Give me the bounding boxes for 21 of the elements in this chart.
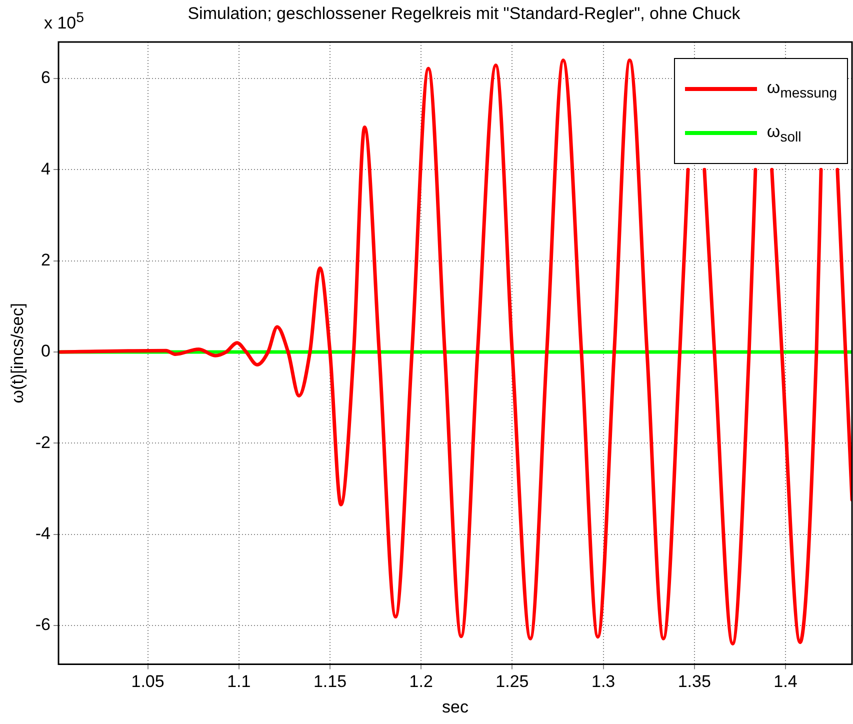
x-tick-label: 1.35 bbox=[678, 672, 711, 692]
x-tick-label: 1.2 bbox=[409, 672, 433, 692]
y-tick-label: 0 bbox=[41, 342, 51, 361]
chart-title: Simulation; geschlossener Regelkreis mit "Standard-Regler", ohne Chuck bbox=[188, 4, 740, 23]
y-axis-title: ω(t)[incs/sec] bbox=[8, 303, 27, 404]
y-tick-label: -2 bbox=[35, 432, 51, 452]
y-tick-label: 6 bbox=[41, 68, 51, 88]
y-tick-label: -4 bbox=[35, 524, 51, 543]
x-tick-label: 1.4 bbox=[774, 672, 798, 692]
y-tick-label: 2 bbox=[41, 250, 51, 270]
x-tick-label: 1.05 bbox=[131, 672, 164, 692]
x-tick-label: 1.3 bbox=[591, 672, 616, 692]
text: x 10$^{5}$ bbox=[44, 10, 84, 34]
x-tick-label: 1.25 bbox=[496, 672, 529, 692]
legend-label: ω$_{soll}$ bbox=[766, 122, 802, 144]
x-tick-label: 1.1 bbox=[227, 672, 251, 692]
x-tick-label: 1.15 bbox=[313, 672, 347, 692]
y-tick-label: -6 bbox=[35, 615, 51, 634]
legend-label: ω$_{messung}$ bbox=[766, 78, 837, 100]
y-tick-label: 4 bbox=[41, 159, 51, 178]
x-axis-title: sec bbox=[442, 697, 469, 716]
